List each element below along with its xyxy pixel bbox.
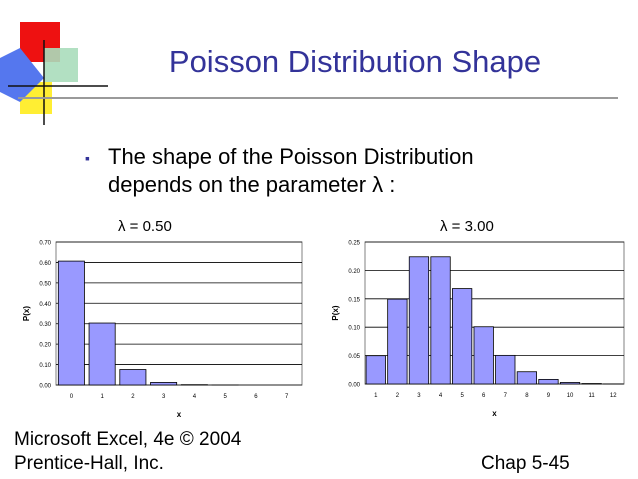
bullet-line-1: The shape of the Poisson Distribution: [108, 144, 474, 169]
chart2-xtick-label: 6: [482, 393, 486, 399]
chart2-bar: [559, 382, 581, 385]
logo-green-square: [44, 48, 78, 82]
chart1-xtick-label: 6: [254, 394, 258, 400]
slide-logo-graphic: [0, 22, 108, 125]
chart2-bar: [538, 378, 559, 385]
chart2-xtick-label: 7: [504, 393, 508, 399]
chart1-bar: [57, 260, 85, 386]
chart1-bar: [88, 322, 116, 386]
chart2-ytick-label: 0.15: [348, 297, 360, 303]
chart1-xtick-label: 5: [223, 394, 227, 400]
chart2-y-axis-label: P(x): [331, 305, 340, 320]
chart2-ytick-label: 0.05: [348, 354, 360, 360]
slide-title: Poisson Distribution Shape: [168, 44, 542, 79]
chart1-xtick-label: 4: [193, 394, 197, 400]
chart2-xtick-label: 1: [374, 393, 378, 399]
chart1-bar: [150, 382, 178, 386]
chart1-xtick-label: 0: [70, 394, 74, 400]
chart1-ytick-label: 0.30: [39, 322, 51, 328]
chart2-ytick-label: 0.20: [348, 269, 360, 275]
bullet-text: The shape of the Poisson Distribution de…: [108, 143, 568, 199]
chart1-xtick-label: 2: [131, 394, 135, 400]
chart1-lambda-label: λ = 0.50: [118, 218, 172, 235]
chart1-ytick-label: 0.00: [39, 384, 51, 390]
chart2-bar: [387, 298, 408, 385]
chart1-bar: [119, 369, 147, 386]
poisson-chart-lambda-0.5: 0.00 0.10 0.20 0.30 0.40 0.50 0.60 0.70 0 1 2 3 4 5 6 7…: [22, 241, 303, 419]
chart1-ytick-label: 0.40: [39, 302, 51, 308]
chart2-bar: [452, 288, 473, 385]
chart1-ytick-label: 0.20: [39, 343, 51, 349]
footer-line-1: Microsoft Excel, 4e © 2004: [14, 429, 242, 450]
chart1-ytick-label: 0.10: [39, 363, 51, 369]
chart2-xtick-label: 5: [460, 393, 464, 399]
chart2-bar: [430, 256, 451, 385]
chart2-xtick-label: 12: [610, 393, 617, 399]
logo-blue-shape: [0, 48, 44, 102]
page-number: Chap 5-45: [481, 453, 570, 474]
chart2-ytick-label: 0.10: [348, 326, 360, 332]
chart2-ytick-label: 0.00: [348, 383, 360, 389]
bullet-marker: ▪: [85, 150, 90, 166]
chart1-ytick-label: 0.60: [39, 261, 51, 267]
chart1-y-axis-label: P(x): [22, 306, 31, 321]
chart2-xtick-label: 2: [396, 393, 400, 399]
footer-line-2: Prentice-Hall, Inc.: [14, 453, 164, 474]
chart1-x-axis-label: x: [177, 410, 182, 419]
chart2-bar: [408, 256, 430, 385]
chart2-ytick-label: 0.25: [348, 241, 360, 247]
chart1-ytick-label: 0.70: [39, 241, 51, 247]
chart2-bar: [495, 354, 516, 385]
chart2-bar: [365, 355, 386, 385]
bullet-line-2: depends on the parameter λ :: [108, 172, 396, 197]
chart2-bar: [516, 371, 537, 385]
chart2-xtick-label: 8: [525, 393, 529, 399]
chart2-lambda-label: λ = 3.00: [440, 218, 494, 235]
chart1-xtick-label: 1: [100, 394, 104, 400]
chart2-xtick-label: 3: [417, 393, 421, 399]
title-divider: [18, 97, 618, 99]
chart2-x-axis-label: x: [492, 409, 497, 418]
chart2-bar: [473, 326, 494, 385]
chart2-xtick-label: 4: [439, 393, 443, 399]
chart1-xtick-label: 3: [162, 394, 166, 400]
chart2-xtick-label: 9: [547, 393, 551, 399]
chart1-ytick-label: 0.50: [39, 281, 51, 287]
chart2-xtick-label: 11: [589, 393, 596, 399]
poisson-chart-lambda-3.0: 0.000.050.100.150.200.251 2 3 4 5 6 7 8 9 10 11 12x…: [331, 241, 625, 418]
chart1-xtick-label: 7: [285, 394, 289, 400]
footer-credit: Microsoft Excel, 4e © 2004 Prentice-Hall…: [14, 428, 241, 476]
chart2-xtick-label: 10: [567, 393, 574, 399]
